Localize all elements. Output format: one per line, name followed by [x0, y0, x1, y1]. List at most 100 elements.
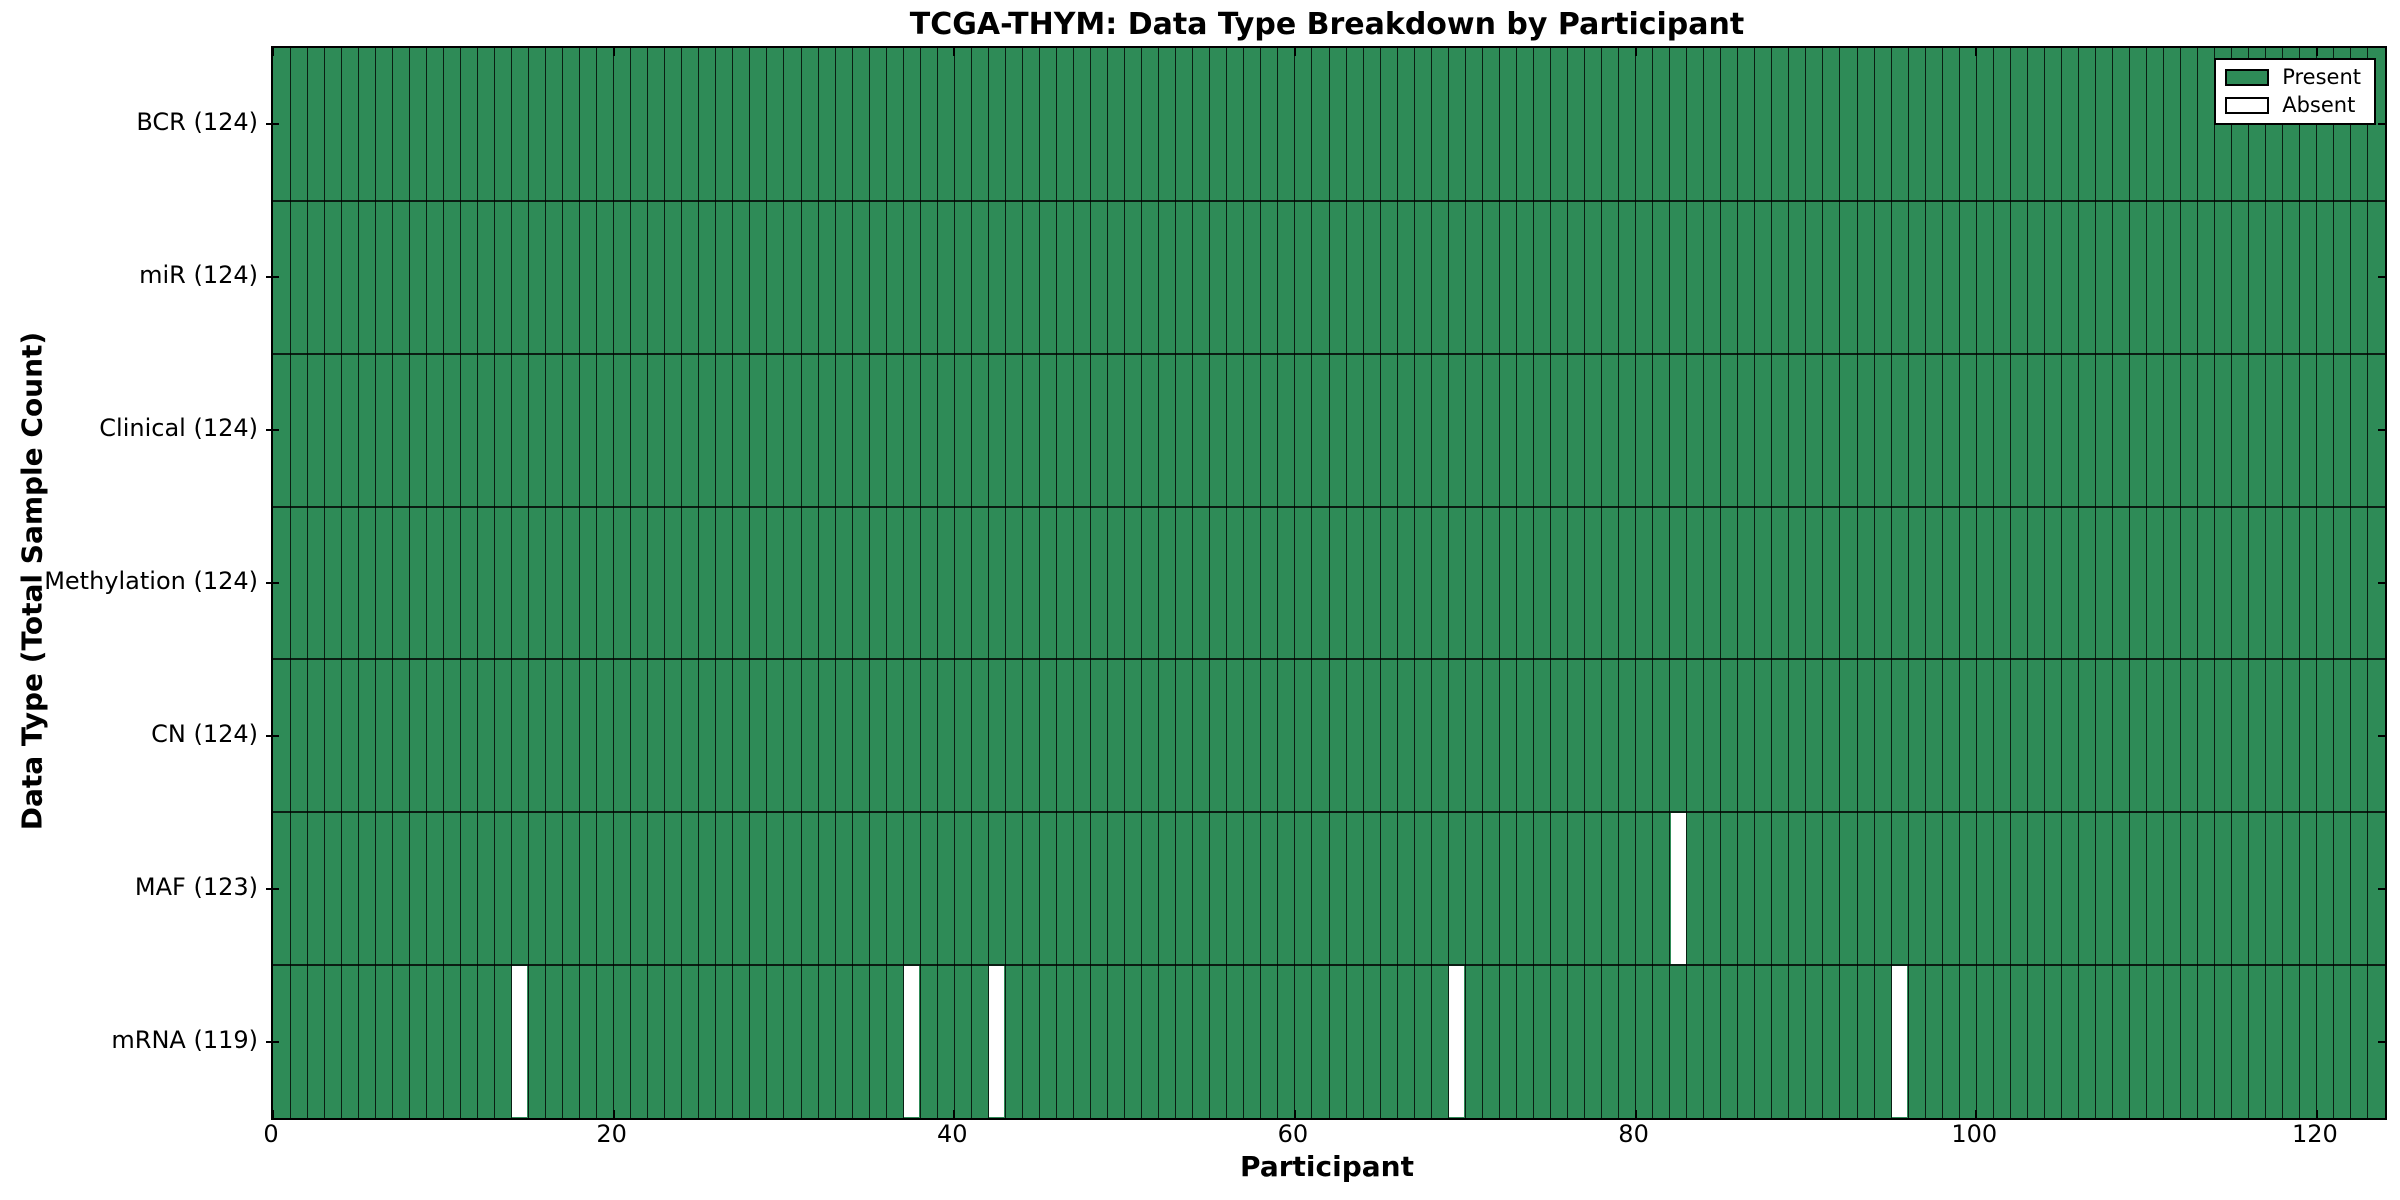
legend-absent-label: Absent — [2282, 93, 2356, 117]
cell-border-line — [834, 48, 836, 1118]
cell-border-line — [1294, 48, 1296, 1118]
cell-border-line — [1038, 48, 1040, 1118]
cell-border-line — [1141, 48, 1143, 1118]
cell-border-line — [868, 48, 870, 1118]
cell-border-line — [306, 48, 308, 1118]
y-tick-mark-right — [2378, 276, 2385, 279]
x-tick-mark-top — [953, 48, 956, 56]
row-separator-line — [273, 658, 2385, 661]
y-tick-mark-right — [2378, 1040, 2385, 1043]
y-tick-mark — [266, 887, 279, 890]
cell-border-line — [1737, 48, 1739, 1118]
cell-border-line — [1686, 48, 1688, 1118]
cell-border-line — [2350, 48, 2352, 1118]
x-tick-mark-top — [1293, 48, 1296, 56]
chart-title: TCGA-THYM: Data Type Breakdown by Partic… — [909, 7, 1745, 42]
y-tick-mark — [266, 734, 279, 737]
cell-border-line — [1601, 48, 1603, 1118]
cell-border-line — [357, 48, 359, 1118]
x-tick-mark-top — [2315, 48, 2318, 56]
cell-border-line — [1226, 48, 1228, 1118]
cell-border-line — [1345, 48, 1347, 1118]
cell-border-line — [953, 48, 955, 1118]
cell-border-line — [1464, 48, 1466, 1118]
cell-border-line — [2265, 48, 2267, 1118]
cell-border-line — [1243, 48, 1245, 1118]
cell-border-line — [510, 48, 512, 1118]
x-tick-mark — [1634, 1110, 1637, 1118]
row-separator-line — [273, 964, 2385, 967]
cell-border-line — [1004, 48, 1006, 1118]
legend-entry-absent: Absent — [2225, 95, 2363, 116]
cell-border-line — [1788, 48, 1790, 1118]
cell-border-line — [1549, 48, 1551, 1118]
y-tick-mark — [266, 123, 279, 126]
y-tick-label-BCR: BCR (124) — [136, 108, 258, 137]
x-tick-mark — [612, 1110, 615, 1118]
row-separator-line — [273, 352, 2385, 355]
legend-present-label: Present — [2282, 65, 2361, 89]
x-tick-label: 20 — [596, 1120, 627, 1148]
cell-border-line — [2197, 48, 2199, 1118]
x-tick-mark-top — [612, 48, 615, 56]
cell-border-line — [851, 48, 853, 1118]
y-tick-mark — [266, 276, 279, 279]
cell-border-line — [1158, 48, 1160, 1118]
y-tick-mark-right — [2378, 429, 2385, 432]
cell-border-line — [1805, 48, 1807, 1118]
cell-border-line — [732, 48, 734, 1118]
x-tick-label: 120 — [2291, 1120, 2338, 1148]
y-tick-label-Clinical: Clinical (124) — [99, 414, 258, 443]
cell-border-line — [1107, 48, 1109, 1118]
cell-border-line — [1635, 48, 1637, 1118]
cell-border-line — [1021, 48, 1023, 1118]
absent-cell-mRNA-95 — [1892, 966, 1908, 1117]
cell-border-line — [1090, 48, 1092, 1118]
cell-border-line — [1618, 48, 1620, 1118]
x-tick-mark — [1975, 1110, 1978, 1118]
cell-border-line — [2026, 48, 2028, 1118]
cell-border-line — [2299, 48, 2301, 1118]
cell-border-line — [1975, 48, 1977, 1118]
cell-border-line — [817, 48, 819, 1118]
cell-border-line — [391, 48, 393, 1118]
cell-border-line — [1652, 48, 1654, 1118]
cell-border-line — [340, 48, 342, 1118]
cell-border-line — [715, 48, 717, 1118]
cell-border-line — [1192, 48, 1194, 1118]
y-tick-mark-right — [2378, 123, 2385, 126]
cell-border-line — [749, 48, 751, 1118]
cell-border-line — [1941, 48, 1943, 1118]
cell-border-line — [783, 48, 785, 1118]
y-tick-label-miR: miR (124) — [139, 261, 258, 290]
y-tick-mark-right — [2378, 887, 2385, 890]
cell-border-line — [647, 48, 649, 1118]
cell-border-line — [1260, 48, 1262, 1118]
cell-border-line — [2060, 48, 2062, 1118]
cell-border-line — [902, 48, 904, 1118]
cell-border-line — [936, 48, 938, 1118]
cell-border-line — [1856, 48, 1858, 1118]
cell-border-line — [2367, 48, 2369, 1118]
cell-border-line — [2214, 48, 2216, 1118]
cell-border-line — [1209, 48, 1211, 1118]
present-swatch-icon — [2225, 69, 2270, 86]
cell-border-line — [2043, 48, 2045, 1118]
cell-border-line — [1124, 48, 1126, 1118]
cell-border-line — [1924, 48, 1926, 1118]
row-separator-line — [273, 505, 2385, 508]
cell-border-line — [1669, 48, 1671, 1118]
x-tick-label: 100 — [1951, 1120, 1998, 1148]
x-tick-label: 80 — [1618, 1120, 1649, 1148]
cell-border-line — [2146, 48, 2148, 1118]
cell-border-line — [1430, 48, 1432, 1118]
x-tick-mark — [1293, 1110, 1296, 1118]
cell-border-line — [1481, 48, 1483, 1118]
absent-cell-mRNA-69 — [1449, 966, 1465, 1117]
cell-border-line — [1754, 48, 1756, 1118]
cell-border-line — [1396, 48, 1398, 1118]
cell-border-line — [1073, 48, 1075, 1118]
cell-border-line — [2316, 48, 2318, 1118]
x-tick-mark-top — [272, 48, 274, 56]
cell-border-line — [2094, 48, 2096, 1118]
